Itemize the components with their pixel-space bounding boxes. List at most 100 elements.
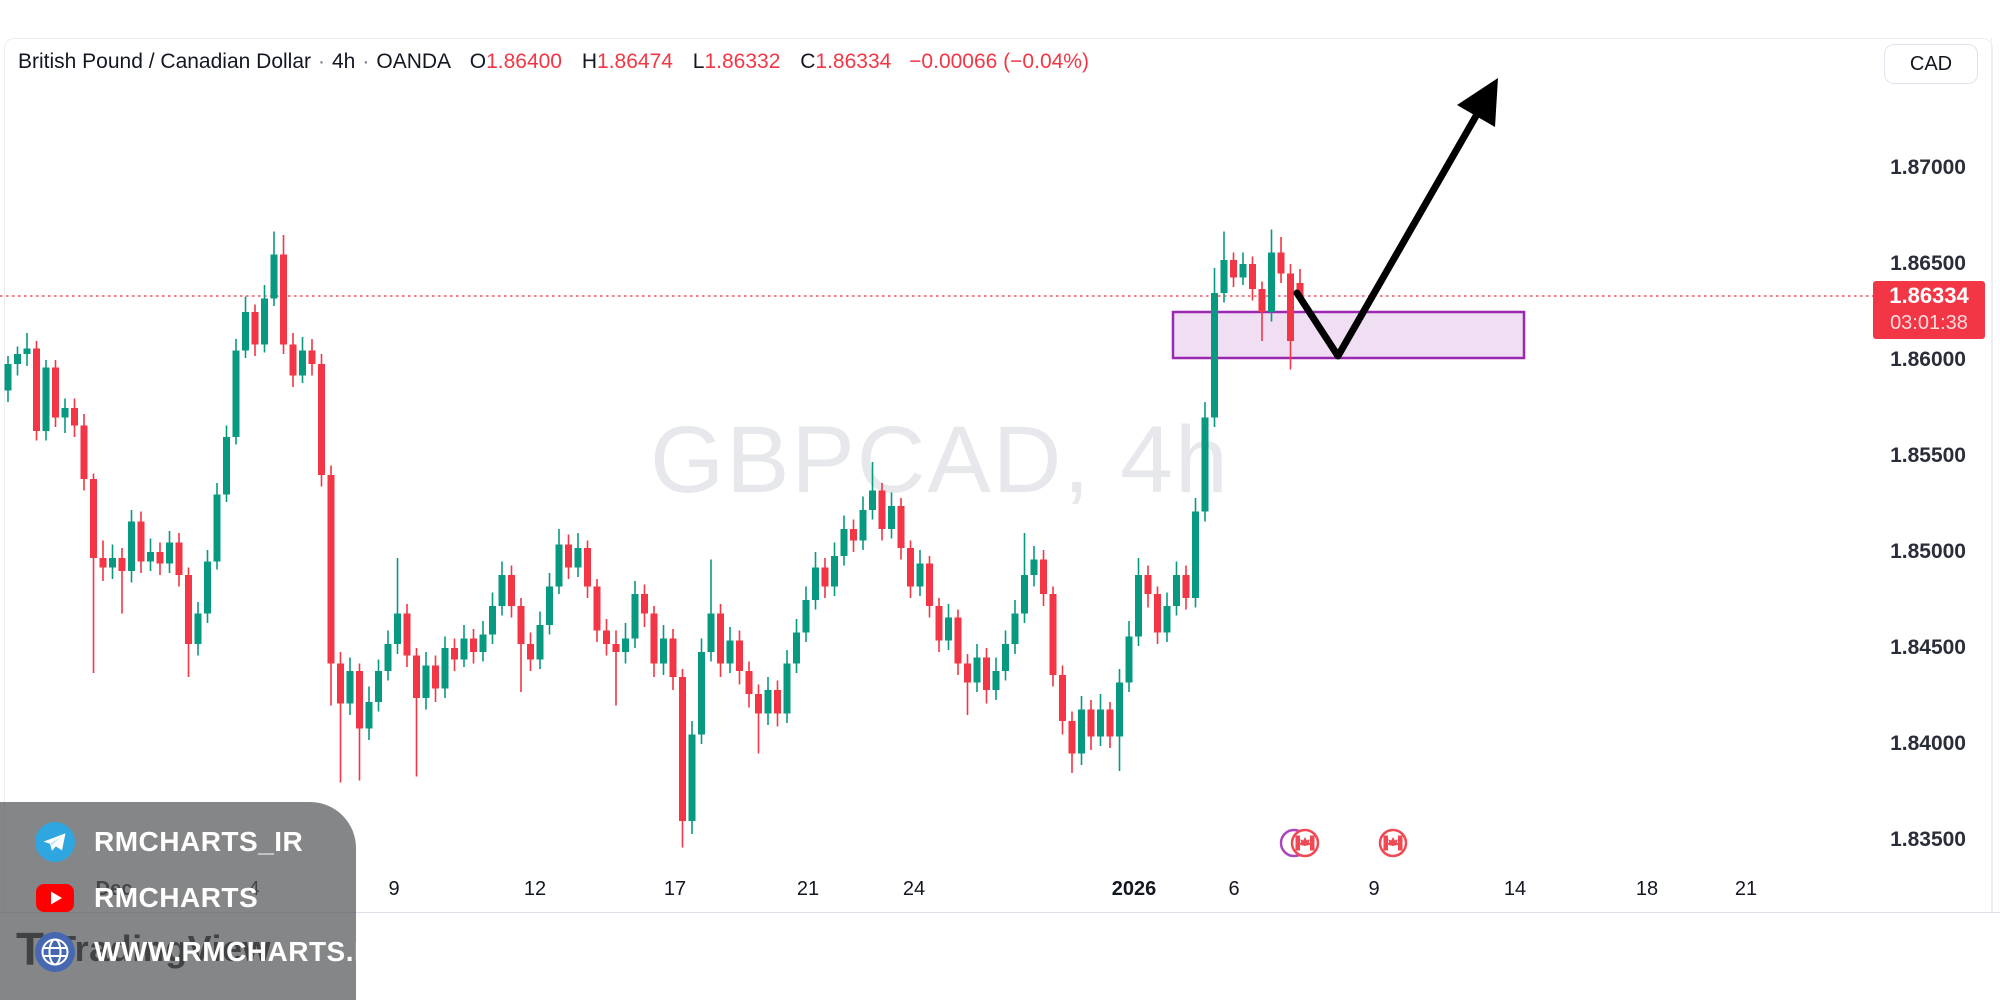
candle-93 xyxy=(888,506,895,529)
last-price-tag: 1.86334 03:01:38 xyxy=(1873,281,1985,339)
candle-113 xyxy=(1078,709,1085,754)
candle-84 xyxy=(802,600,810,633)
social-row-website: WWW.RMCHARTS.IR xyxy=(34,930,383,974)
symbol-title[interactable]: British Pound / Canadian Dollar xyxy=(18,50,311,73)
open-value: 1.86400 xyxy=(486,50,562,73)
candle-58 xyxy=(555,544,563,587)
candle-64 xyxy=(612,644,620,652)
time-axis-label: 18 xyxy=(1635,878,1659,900)
candle-125 xyxy=(1192,511,1199,598)
candle-123 xyxy=(1173,575,1180,606)
candle-130 xyxy=(1239,264,1247,278)
candle-21 xyxy=(204,561,211,614)
candle-34 xyxy=(327,475,335,664)
high-label: H xyxy=(581,50,598,73)
candle-0 xyxy=(4,364,12,391)
globe-icon xyxy=(35,932,75,972)
candle-26 xyxy=(251,312,259,345)
exchange-label[interactable]: OANDA xyxy=(376,50,450,73)
price-axis-label: 1.87000 xyxy=(1890,156,1966,179)
candle-129 xyxy=(1230,260,1237,278)
candle-28 xyxy=(270,254,278,299)
candle-13 xyxy=(128,521,135,571)
time-axis-label: 6 xyxy=(1228,878,1240,900)
price-axis-label: 1.84500 xyxy=(1890,636,1966,659)
time-axis-label: 24 xyxy=(902,878,926,900)
candle-50 xyxy=(479,634,487,652)
candle-99 xyxy=(945,617,952,641)
candle-12 xyxy=(118,558,126,571)
economic-event-flag-0[interactable] xyxy=(1279,828,1320,858)
candle-39 xyxy=(375,671,382,702)
candle-111 xyxy=(1059,675,1066,721)
candle-75 xyxy=(717,613,724,664)
price-scale[interactable]: 1.87000 1.86500 1.86000 1.85500 1.85000 1.845… xyxy=(1872,0,2000,912)
candle-48 xyxy=(460,638,468,660)
candle-47 xyxy=(451,648,458,660)
projection-arrow-head[interactable] xyxy=(1457,78,1498,127)
high-value: 1.86474 xyxy=(597,50,673,73)
candle-36 xyxy=(346,671,354,704)
candle-63 xyxy=(603,630,610,644)
candle-69 xyxy=(660,638,667,664)
candle-136 xyxy=(1296,283,1304,296)
youtube-icon xyxy=(36,884,74,912)
candle-128 xyxy=(1220,260,1228,293)
candle-101 xyxy=(964,663,971,683)
candle-120 xyxy=(1144,575,1152,594)
candle-17 xyxy=(166,542,173,564)
bar-countdown: 03:01:38 xyxy=(1890,312,1968,334)
price-axis-label: 1.86500 xyxy=(1890,252,1966,275)
candle-94 xyxy=(897,506,905,548)
change-value: −0.00066 (−0.04%) xyxy=(909,50,1089,73)
candle-102 xyxy=(973,657,981,683)
currency-button[interactable]: CAD xyxy=(1884,44,1978,84)
candle-106 xyxy=(1011,613,1019,644)
candle-1 xyxy=(14,354,21,364)
candle-3 xyxy=(33,348,40,431)
low-value: 1.86332 xyxy=(704,50,781,73)
close-value: 1.86334 xyxy=(815,50,892,73)
candle-97 xyxy=(926,563,933,606)
candle-91 xyxy=(869,490,876,510)
candle-121 xyxy=(1154,594,1161,633)
candle-16 xyxy=(156,552,164,564)
candle-71 xyxy=(679,677,686,821)
candle-66 xyxy=(631,594,639,639)
candle-135 xyxy=(1287,273,1294,341)
candle-2 xyxy=(23,348,31,354)
candle-74 xyxy=(707,613,715,652)
candles-series[interactable] xyxy=(4,229,1304,848)
candle-73 xyxy=(698,652,705,735)
candle-20 xyxy=(194,613,202,644)
price-axis-label: 1.85500 xyxy=(1890,444,1966,467)
candle-109 xyxy=(1040,559,1047,594)
candle-32 xyxy=(308,350,316,364)
candle-6 xyxy=(61,408,69,418)
candle-82 xyxy=(783,663,791,714)
candle-81 xyxy=(774,690,781,714)
candle-72 xyxy=(688,734,696,821)
candle-83 xyxy=(793,632,800,664)
candle-30 xyxy=(289,344,297,376)
projection-arrow-line[interactable] xyxy=(1293,112,1480,360)
candle-59 xyxy=(565,544,572,568)
last-price-value: 1.86334 xyxy=(1889,283,1969,308)
candle-18 xyxy=(175,542,183,575)
candle-19 xyxy=(185,575,192,644)
candle-23 xyxy=(223,437,230,495)
candle-87 xyxy=(831,556,838,587)
candle-89 xyxy=(850,529,857,541)
candle-115 xyxy=(1097,709,1104,737)
candle-126 xyxy=(1201,417,1209,512)
candle-133 xyxy=(1268,252,1275,312)
economic-event-flag-1[interactable] xyxy=(1378,828,1408,858)
candle-15 xyxy=(147,552,154,562)
timeframe-label[interactable]: 4h xyxy=(332,50,356,73)
candle-52 xyxy=(498,575,506,606)
candle-11 xyxy=(109,558,116,568)
time-axis-label: 21 xyxy=(796,878,820,900)
candle-9 xyxy=(90,479,97,558)
